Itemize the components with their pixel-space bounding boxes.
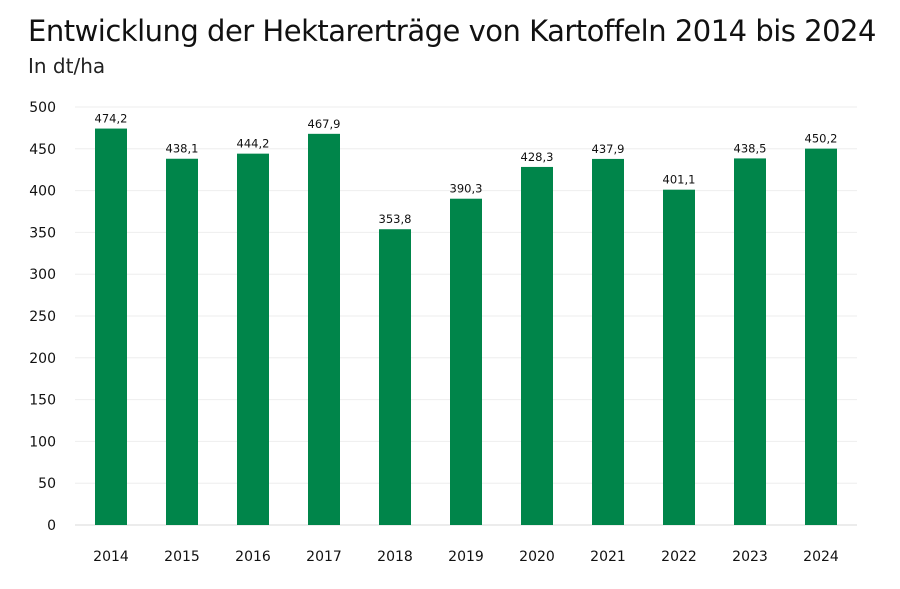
x-tick-label: 2021 xyxy=(590,549,626,565)
bar-2024 xyxy=(805,148,837,525)
y-tick-label: 500 xyxy=(29,100,56,116)
y-tick-label: 150 xyxy=(29,393,56,409)
y-tick-label: 200 xyxy=(29,351,56,367)
data-label: 438,1 xyxy=(166,142,199,156)
bar-2019 xyxy=(450,198,482,525)
x-tick-label: 2024 xyxy=(803,549,839,565)
bar-2023 xyxy=(734,158,766,525)
bar-2018 xyxy=(379,229,411,525)
bar-2016 xyxy=(237,153,269,525)
y-tick-label: 100 xyxy=(29,434,56,450)
bar-2015 xyxy=(166,158,198,525)
y-tick-label: 250 xyxy=(29,309,56,325)
y-tick-label: 0 xyxy=(47,518,56,534)
bar-2021 xyxy=(592,158,624,526)
x-tick-label: 2020 xyxy=(519,549,555,565)
bar-2022 xyxy=(663,189,695,525)
x-tick-label: 2019 xyxy=(448,549,484,565)
y-tick-label: 350 xyxy=(29,225,56,241)
x-tick-label: 2018 xyxy=(377,549,413,565)
data-label: 467,9 xyxy=(308,117,341,131)
data-label: 450,2 xyxy=(805,132,838,146)
data-label: 474,2 xyxy=(95,112,128,126)
x-tick-label: 2017 xyxy=(306,549,342,565)
x-tick-label: 2015 xyxy=(164,549,200,565)
x-tick-label: 2016 xyxy=(235,549,271,565)
x-tick-label: 2023 xyxy=(732,549,768,565)
data-label: 444,2 xyxy=(237,137,270,151)
bar-2020 xyxy=(521,166,553,525)
x-tick-label: 2022 xyxy=(661,549,697,565)
data-label: 428,3 xyxy=(521,150,554,164)
data-label: 438,5 xyxy=(734,141,767,155)
data-label: 353,8 xyxy=(379,212,412,226)
data-label: 401,1 xyxy=(663,173,696,187)
chart-subtitle: In dt/ha xyxy=(28,54,106,78)
bar-2014 xyxy=(95,128,127,526)
y-tick-label: 450 xyxy=(29,142,56,158)
y-tick-label: 400 xyxy=(29,184,56,200)
y-tick-label: 300 xyxy=(29,267,56,283)
y-tick-label: 50 xyxy=(38,476,56,492)
data-label: 390,3 xyxy=(450,182,483,196)
bar-2017 xyxy=(308,133,340,525)
chart-title: Entwicklung der Hektarerträge von Kartof… xyxy=(28,14,876,48)
data-label: 437,9 xyxy=(592,142,625,156)
x-tick-label: 2014 xyxy=(93,549,129,565)
